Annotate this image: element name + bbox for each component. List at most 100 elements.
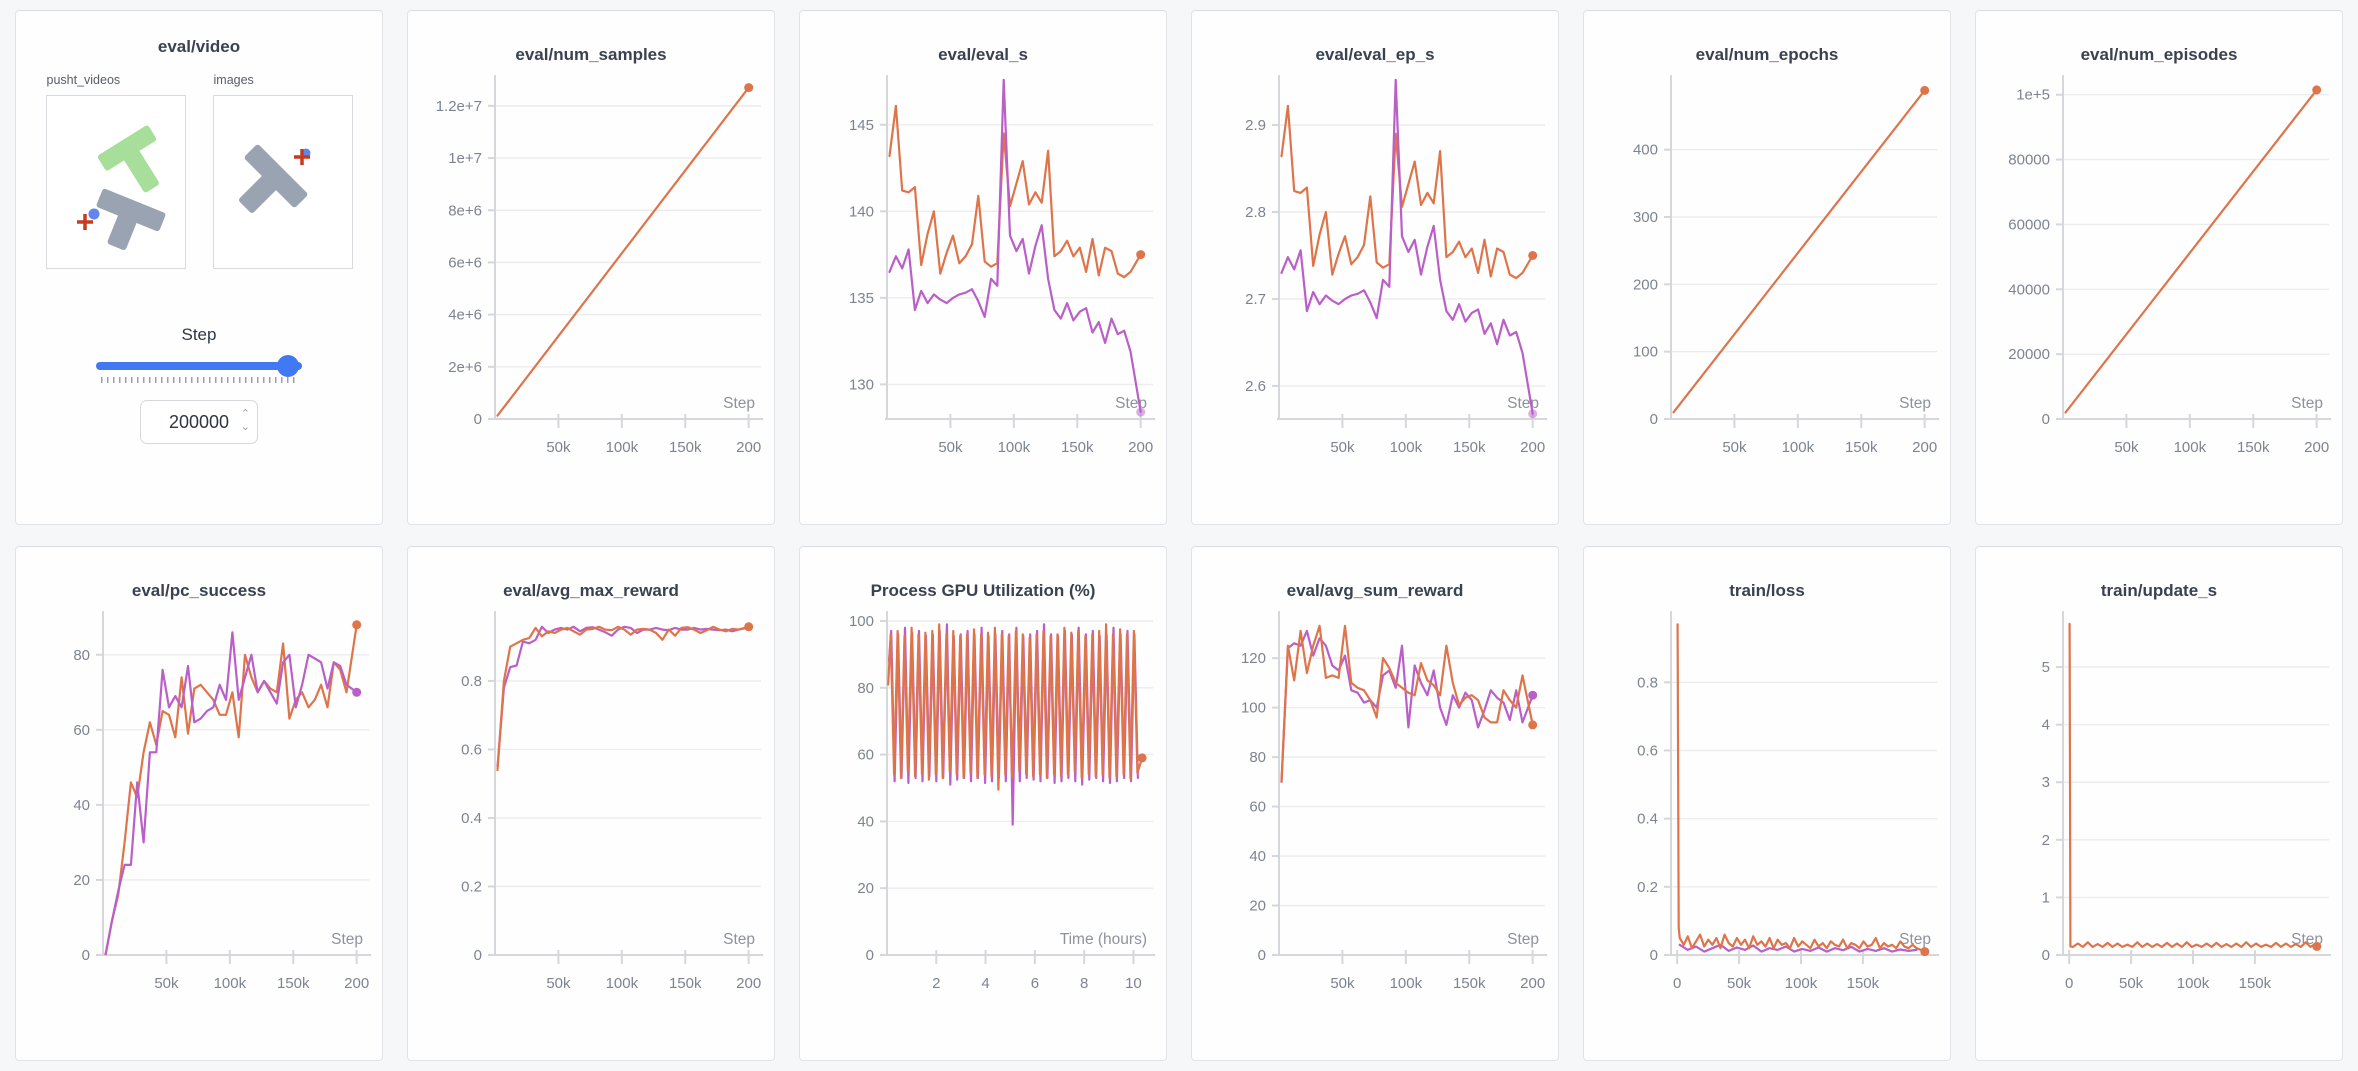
y-tick-label: 145 — [849, 117, 874, 134]
y-tick-label: 2.6 — [1245, 378, 1266, 395]
y-tick-label: 400 — [1633, 142, 1658, 159]
series-endpoint-run-orange — [2312, 941, 2322, 951]
slider-handle[interactable] — [276, 355, 299, 377]
y-tick-label: 80 — [857, 680, 874, 697]
step-slider-label: Step — [181, 325, 217, 344]
y-tick-label: 4e+6 — [448, 307, 482, 324]
x-tick-label: 200 — [2304, 439, 2329, 456]
x-tick-label: 150k — [669, 439, 702, 456]
x-axis-title: Step — [723, 395, 755, 412]
y-tick-label: 6e+6 — [448, 254, 482, 271]
panel-eval-eval-ep-s[interactable]: eval/eval_ep_s 2.6 2.7 2.8 2.9 50k 100k 150k 200… — [1191, 10, 1559, 525]
x-axis-title: Step — [1899, 931, 1931, 948]
x-tick-label: 150k — [277, 975, 310, 992]
x-tick-label: 100k — [606, 439, 639, 456]
x-tick-label: 100k — [214, 975, 247, 992]
panel-eval-avg-max-reward[interactable]: eval/avg_max_reward 0 0.2 0.4 0.6 0.8 50k 100k 1… — [407, 546, 775, 1061]
step-slider[interactable] — [96, 355, 302, 377]
x-tick-label: 200 — [1128, 439, 1153, 456]
y-tick-label: 0.6 — [1637, 743, 1658, 760]
y-tick-label: 1 — [2042, 889, 2050, 906]
step-input[interactable] — [160, 411, 238, 433]
x-tick-label: 50k — [154, 975, 179, 992]
x-tick-label: 50k — [1330, 975, 1355, 992]
panel-eval-num-epochs[interactable]: eval/num_epochs 0 100 200 300 400 50k 100k 150k 2… — [1583, 10, 1951, 525]
chart-title: eval/num_samples — [515, 45, 667, 64]
y-tick-label: 60 — [857, 747, 874, 764]
x-tick-label: 150k — [2239, 975, 2272, 992]
x-axis-title: Step — [331, 931, 363, 948]
step-increment-icon[interactable]: ⌃ — [240, 408, 250, 420]
x-tick-label: 4 — [981, 975, 989, 992]
series-endpoint-run-orange — [1920, 85, 1930, 95]
media-item-images: images — [212, 73, 353, 269]
y-tick-label: 120 — [1241, 650, 1266, 667]
series-endpoint-run-orange — [352, 620, 362, 630]
x-tick-label: 50k — [546, 975, 571, 992]
slider-tickmarks — [101, 377, 297, 383]
y-tick-label: 20 — [857, 880, 874, 897]
x-tick-label: 50k — [1722, 439, 1747, 456]
step-decrement-icon[interactable]: ⌄ — [240, 421, 250, 433]
x-tick-label: 8 — [1080, 975, 1088, 992]
x-tick-label: 0 — [1673, 975, 1681, 992]
y-tick-label: 2.9 — [1245, 117, 1266, 134]
x-axis-title: Step — [1507, 931, 1539, 948]
y-tick-label: 0 — [474, 411, 482, 428]
x-tick-label: 0 — [2065, 975, 2073, 992]
video-thumbnail-pusht[interactable] — [45, 95, 186, 269]
y-tick-label: 40 — [1249, 848, 1266, 865]
media-label-images: images — [213, 73, 254, 87]
series-endpoint-run-orange — [1528, 720, 1538, 730]
slider-track[interactable] — [96, 362, 302, 370]
y-tick-label: 80000 — [2008, 152, 2050, 169]
y-tick-label: 0.2 — [1637, 879, 1658, 896]
x-tick-label: 50k — [546, 439, 571, 456]
pusht-env-render — [76, 125, 165, 250]
media-item-pusht-videos: pusht_videos — [45, 73, 186, 269]
y-tick-label: 100 — [849, 613, 874, 630]
x-tick-label: 200 — [736, 975, 761, 992]
y-tick-label: 0 — [866, 947, 874, 964]
panel-eval-pc-success[interactable]: eval/pc_success 0 20 40 60 80 50k 100k 150k 200 St… — [15, 546, 383, 1061]
series-endpoint-run-purple — [352, 687, 362, 697]
series-endpoint-run-orange — [744, 83, 754, 93]
panel-process-gpu-utilization[interactable]: Process GPU Utilization (%) 0 20 40 60 80 100 2… — [799, 546, 1167, 1061]
y-tick-label: 1e+5 — [2016, 87, 2050, 104]
image-thumbnail[interactable] — [212, 95, 353, 269]
panel-train-loss[interactable]: train/loss 0 0.2 0.4 0.6 0.8 0 50k 100k 150k Step — [1583, 546, 1951, 1061]
chart-canvas: 0 20 40 60 80 50k 100k 150k 200 Step — [73, 611, 371, 992]
y-tick-label: 2e+6 — [448, 359, 482, 376]
panel-eval-avg-sum-reward[interactable]: eval/avg_sum_reward 0 20 40 60 80 100 120 50k 100… — [1191, 546, 1559, 1061]
panel-eval-eval-s[interactable]: eval/eval_s 130 135 140 145 50k 100k 150k 200 Ste… — [799, 10, 1167, 525]
series-endpoint-run-orange — [1920, 947, 1930, 957]
y-tick-label: 0.8 — [461, 673, 482, 690]
chart-canvas: 0 100 200 300 400 50k 100k 150k 200 Step — [1633, 75, 1939, 456]
x-axis-title: Time (hours) — [1060, 931, 1147, 948]
panel-eval-num-episodes[interactable]: eval/num_episodes 0 20000 40000 60000 80000 1e… — [1975, 10, 2343, 525]
series-line-run-orange — [887, 623, 1144, 791]
y-tick-label: 40 — [857, 813, 874, 830]
chart-title: train/update_s — [2100, 581, 2218, 600]
series-line-run-orange — [1676, 623, 1926, 953]
x-tick-label: 6 — [1031, 975, 1039, 992]
series-line-run-purple — [1280, 78, 1534, 415]
chart-title: eval/pc_success — [131, 581, 267, 600]
series-endpoint-run-purple — [1528, 690, 1538, 700]
step-spinner: ⌃ ⌄ — [241, 408, 250, 434]
x-tick-label: 100k — [1390, 975, 1423, 992]
chart-canvas: 0 0.2 0.4 0.6 0.8 0 50k 100k 150k Step — [1637, 611, 1939, 992]
y-tick-label: 0.4 — [461, 810, 482, 827]
panel-train-update-s[interactable]: train/update_s 0 1 2 3 4 5 0 50k 100k 150k Step — [1975, 546, 2343, 1061]
series-line-run-purple — [104, 631, 358, 955]
series-endpoint-run-orange — [2312, 85, 2322, 95]
x-tick-label: 100k — [1782, 439, 1815, 456]
x-tick-label: 150k — [1847, 975, 1880, 992]
y-tick-label: 8e+6 — [448, 202, 482, 219]
panel-eval-num-samples[interactable]: eval/num_samples 0 2e+6 4e+6 6e+6 8e+6 1e+7 1.2… — [407, 10, 775, 525]
x-axis-title: Step — [723, 931, 755, 948]
chart-title: eval/eval_ep_s — [1315, 45, 1435, 64]
y-tick-label: 0 — [474, 947, 482, 964]
chart-canvas: 0 0.2 0.4 0.6 0.8 50k 100k 150k 200 Step — [461, 611, 763, 992]
